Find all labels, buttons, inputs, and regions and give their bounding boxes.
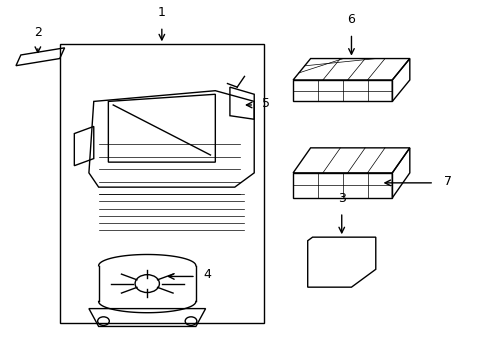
Text: 1: 1 bbox=[158, 6, 165, 19]
Text: 6: 6 bbox=[347, 13, 355, 26]
Text: 2: 2 bbox=[34, 26, 41, 39]
Text: 7: 7 bbox=[443, 175, 451, 188]
Text: 3: 3 bbox=[337, 192, 345, 205]
Text: 4: 4 bbox=[203, 268, 211, 281]
Text: 5: 5 bbox=[261, 97, 269, 110]
